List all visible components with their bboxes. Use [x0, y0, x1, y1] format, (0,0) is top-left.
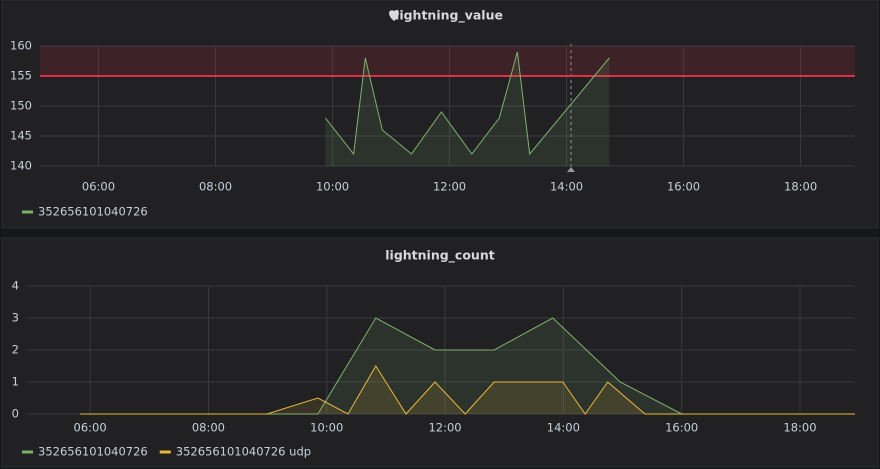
- x-tick-label: 08:00: [192, 421, 225, 435]
- y-tick-label: 0: [12, 407, 19, 421]
- legend-label: 352656101040726: [38, 205, 148, 219]
- y-tick-label: 4: [12, 279, 19, 293]
- y-tick-label: 1: [12, 375, 19, 389]
- y-tick-label: 150: [10, 99, 32, 113]
- y-tick-label: 160: [10, 39, 32, 53]
- x-tick-label: 14:00: [547, 421, 580, 435]
- x-tick-label: 18:00: [783, 421, 816, 435]
- y-tick-label: 155: [10, 69, 32, 83]
- legend-label: 352656101040726 udp: [176, 445, 311, 459]
- y-tick-label: 2: [12, 343, 19, 357]
- panel-title: lightning_value: [395, 8, 503, 24]
- y-tick-label: 145: [10, 129, 32, 143]
- x-tick-label: 06:00: [74, 421, 107, 435]
- panel: [1, 237, 879, 468]
- x-tick-label: 14:00: [550, 180, 583, 194]
- x-tick-label: 16:00: [665, 421, 698, 435]
- x-tick-label: 06:00: [82, 180, 115, 194]
- x-tick-label: 10:00: [310, 421, 343, 435]
- series-line: [80, 317, 855, 415]
- x-tick-label: 18:00: [784, 180, 817, 194]
- x-tick-label: 08:00: [199, 180, 232, 194]
- area: [80, 318, 855, 414]
- series-line: [325, 51, 610, 156]
- threshold-area: [40, 46, 855, 76]
- x-tick-label: 12:00: [433, 180, 466, 194]
- legend-label: 352656101040726: [38, 445, 148, 459]
- crosshair-marker: [567, 167, 575, 172]
- y-tick-label: 140: [10, 159, 32, 173]
- series-line: [80, 365, 855, 415]
- panel-title: lightning_count: [385, 248, 494, 264]
- x-tick-label: 16:00: [667, 180, 700, 194]
- y-tick-label: 3: [12, 311, 19, 325]
- x-tick-label: 10:00: [316, 180, 349, 194]
- x-tick-label: 12:00: [428, 421, 461, 435]
- heart-icon: [389, 10, 399, 21]
